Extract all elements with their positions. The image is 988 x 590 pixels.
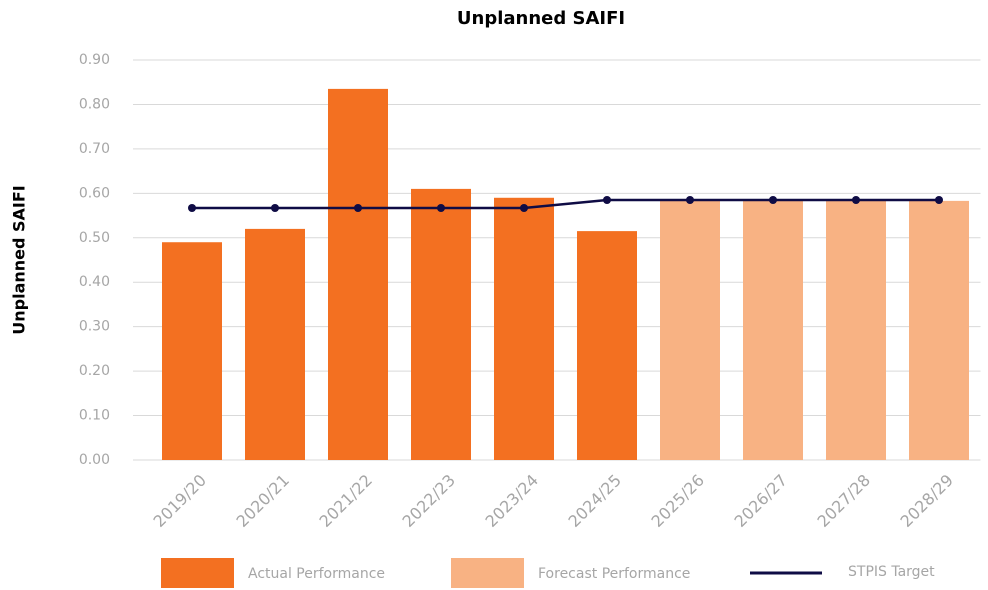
target-point	[603, 196, 611, 204]
bar	[328, 88, 388, 460]
y-tick-label: 0.30	[79, 319, 110, 335]
y-tick-label: 0.40	[79, 274, 110, 290]
target-point	[769, 196, 777, 204]
x-tick-label: 2021/22	[316, 471, 376, 531]
target-point	[686, 196, 694, 204]
legend-swatch	[451, 558, 524, 588]
y-tick-label: 0.70	[79, 141, 110, 157]
target-point	[852, 196, 860, 204]
bar	[909, 200, 969, 460]
x-tick-label: 2027/28	[814, 471, 874, 531]
target-point	[271, 204, 279, 212]
target-point	[935, 196, 943, 204]
x-tick-label: 2028/29	[897, 471, 957, 531]
target-point	[520, 204, 528, 212]
bar	[577, 231, 637, 460]
legend-label: Actual Performance	[248, 566, 385, 582]
target-point	[188, 204, 196, 212]
y-axis-title: Unplanned SAIFI	[10, 185, 29, 335]
bar	[660, 200, 720, 460]
y-tick-label: 0.80	[79, 96, 110, 112]
y-tick-label: 0.20	[79, 363, 110, 379]
bar	[826, 200, 886, 460]
x-tick-label: 2025/26	[648, 471, 708, 531]
bar	[162, 242, 222, 460]
legend-label: STPIS Target	[848, 564, 935, 580]
x-tick-label: 2026/27	[731, 471, 791, 531]
y-tick-label: 0.00	[79, 452, 110, 468]
target-line	[192, 198, 939, 210]
target-point	[354, 204, 362, 212]
legend-swatch	[161, 558, 234, 588]
target-point	[437, 204, 445, 212]
bar	[411, 188, 471, 460]
y-tick-label: 0.50	[79, 230, 110, 246]
x-tick-label: 2020/21	[233, 471, 293, 531]
chart-title: Unplanned SAIFI	[457, 8, 625, 29]
y-tick-label: 0.10	[79, 408, 110, 424]
x-tick-label: 2019/20	[150, 471, 210, 531]
legend-label: Forecast Performance	[538, 566, 690, 582]
y-tick-label: 0.60	[79, 185, 110, 201]
x-tick-label: 2022/23	[399, 471, 459, 531]
bar	[743, 200, 803, 460]
y-tick-label: 0.90	[79, 52, 110, 68]
x-tick-label: 2024/25	[565, 471, 625, 531]
bar	[494, 197, 554, 460]
x-tick-label: 2023/24	[482, 471, 542, 531]
bar	[245, 228, 305, 460]
